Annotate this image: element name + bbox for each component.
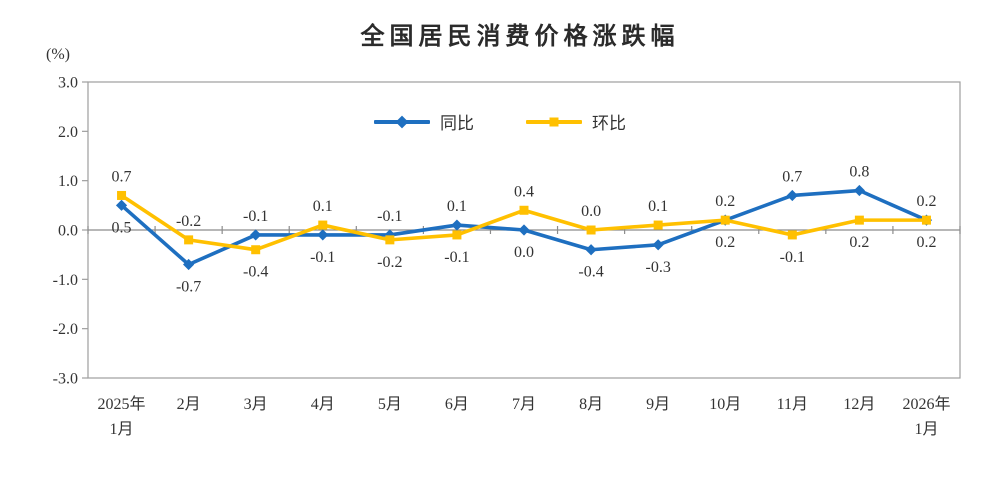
square-marker <box>586 225 596 235</box>
data-label: -0.4 <box>578 264 603 281</box>
diamond-marker <box>317 229 329 241</box>
square-marker <box>854 215 864 225</box>
data-label: 0.1 <box>447 198 467 215</box>
diamond-marker <box>853 184 865 197</box>
square-marker <box>519 205 529 215</box>
x-axis-label: 7月 <box>512 396 536 413</box>
data-label: 0.2 <box>916 193 936 210</box>
diamond-marker <box>115 199 128 211</box>
data-label: 0.2 <box>849 234 869 251</box>
data-label: 0.2 <box>715 193 735 210</box>
data-label: -0.1 <box>780 249 805 266</box>
data-label: 0.7 <box>112 168 132 185</box>
square-marker <box>251 245 261 255</box>
x-axis-label: 9月 <box>646 396 670 413</box>
y-axis-tick-label: -1.0 <box>53 272 78 289</box>
x-axis-label: 3月 <box>244 396 268 413</box>
data-label: 0.5 <box>112 219 132 236</box>
data-label: -0.1 <box>310 249 335 266</box>
data-label: 0.0 <box>581 203 601 220</box>
x-axis-label-line2: 1月 <box>110 421 134 438</box>
x-axis-label: 10月 <box>709 396 741 413</box>
diamond-marker <box>250 229 262 241</box>
data-label: -0.2 <box>377 254 402 271</box>
y-axis-tick-label: 2.0 <box>58 124 78 141</box>
data-label: 0.1 <box>313 198 333 215</box>
data-label: -0.1 <box>444 249 469 266</box>
y-axis-tick-label: 3.0 <box>58 75 78 92</box>
x-axis-label: 11月 <box>777 396 808 413</box>
chart-title: 全国居民消费价格涨跌幅 <box>360 23 680 50</box>
data-label: 0.0 <box>514 244 534 261</box>
square-marker <box>653 220 663 230</box>
data-label: 0.2 <box>916 234 936 251</box>
square-marker <box>318 220 328 230</box>
x-axis-label: 12月 <box>843 396 875 413</box>
data-label: 0.7 <box>782 168 802 185</box>
x-axis-label: 2月 <box>177 396 201 413</box>
data-label: -0.4 <box>243 264 268 281</box>
data-label: -0.3 <box>645 259 670 276</box>
diamond-marker <box>518 224 530 236</box>
y-axis-tick-label: 0.0 <box>58 223 78 240</box>
x-axis-label: 2025年 <box>98 395 146 413</box>
data-label: 0.4 <box>514 183 534 200</box>
data-label: 0.8 <box>849 164 869 181</box>
legend-label-yoy: 同比 <box>440 114 474 133</box>
diamond-marker <box>451 219 463 231</box>
square-marker <box>385 235 395 245</box>
x-axis-label: 4月 <box>311 396 335 413</box>
data-label: 0.2 <box>715 234 735 251</box>
yoy-line-diamond-marker-icon <box>374 115 430 128</box>
x-axis-label: 6月 <box>445 396 469 413</box>
diamond-marker <box>786 189 798 202</box>
diamond-marker <box>384 229 396 241</box>
square-marker <box>787 230 797 240</box>
square-marker <box>921 215 931 225</box>
data-label: 0.1 <box>648 198 668 215</box>
square-marker <box>117 190 127 200</box>
y-axis-tick-label: 1.0 <box>58 173 78 190</box>
data-label: -0.1 <box>377 208 402 225</box>
data-label: -0.7 <box>176 279 201 296</box>
mom-line-square-marker-icon <box>526 117 582 126</box>
diamond-marker <box>652 239 664 251</box>
y-axis-unit-label: (%) <box>46 46 70 63</box>
diamond-marker <box>585 244 597 256</box>
x-axis-label-line2: 1月 <box>914 421 938 438</box>
legend: 同比 环比 <box>0 109 1000 134</box>
diamond-marker <box>183 258 195 271</box>
data-label: -0.1 <box>243 208 268 225</box>
x-axis-label: 5月 <box>378 396 402 413</box>
x-axis-label: 8月 <box>579 396 603 413</box>
legend-label-mom: 环比 <box>592 114 626 133</box>
y-axis-tick-label: -3.0 <box>53 371 78 388</box>
data-label: -0.2 <box>176 213 201 230</box>
legend-item-mom: 环比 <box>526 109 626 134</box>
square-marker <box>720 215 730 225</box>
square-marker <box>452 230 462 240</box>
x-axis-label: 2026年 <box>902 395 950 413</box>
square-marker <box>184 235 194 245</box>
legend-item-yoy: 同比 <box>374 109 474 134</box>
y-axis-tick-label: -2.0 <box>53 321 78 338</box>
